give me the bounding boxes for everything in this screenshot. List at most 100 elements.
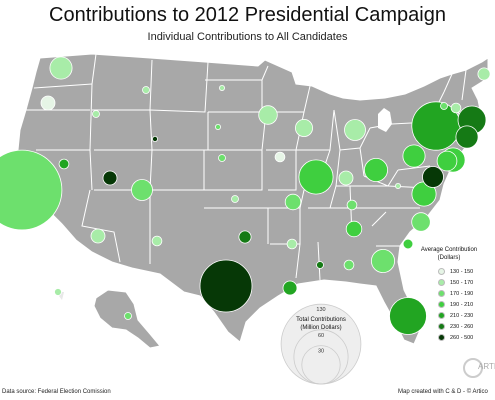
- state-border: [299, 189, 305, 209]
- state-border: [261, 65, 269, 81]
- bubble-mo: [284, 193, 302, 211]
- size-legend-label: 60: [318, 333, 324, 339]
- bubble-ga: [370, 248, 395, 273]
- legend-label: 170 - 190: [450, 290, 474, 297]
- legend-label: 230 - 260: [450, 323, 474, 330]
- bubble-md: [436, 150, 458, 172]
- color-legend: 130 - 150 150 - 170 170 - 190 190 - 210 …: [438, 266, 473, 343]
- bubble-wa: [49, 56, 73, 80]
- size-legend-title-line1: Total Contributions: [296, 317, 346, 323]
- legend-title-line2: (Dollars): [437, 255, 461, 261]
- bubble-mn: [258, 105, 278, 125]
- bubble-wy: [151, 135, 158, 142]
- legend-item: 190 - 210: [438, 299, 473, 310]
- state-border: [397, 165, 431, 171]
- state-border: [443, 73, 453, 93]
- bubble-ar: [286, 238, 298, 250]
- state-border: [333, 109, 341, 151]
- bubble-tn: [345, 220, 363, 238]
- bubble-ne: [218, 154, 226, 162]
- bubble-il: [298, 159, 334, 195]
- legend-label: 190 - 210: [450, 301, 474, 308]
- bubble-id: [92, 110, 100, 118]
- legend-item: 210 - 230: [438, 310, 473, 321]
- bubble-ut: [102, 170, 118, 186]
- legend-item: 260 - 500: [438, 332, 473, 343]
- state-border: [149, 61, 209, 113]
- size-legend-label: 130: [316, 307, 325, 313]
- bubble-nh: [450, 102, 462, 114]
- legend-item: 170 - 190: [438, 288, 473, 299]
- bubble-nm: [151, 235, 163, 247]
- state-border: [295, 243, 301, 279]
- bubble-ct: [455, 125, 479, 149]
- legend-title: Average Contribution (Dollars): [404, 246, 494, 262]
- size-legend-title-line2: (Million Dollars): [300, 325, 342, 331]
- bubble-in: [338, 170, 354, 186]
- legend-item: 150 - 170: [438, 277, 473, 288]
- map-credit: Map created with C & D - © Artico: [398, 389, 488, 395]
- bubble-mi: [344, 119, 366, 141]
- map-title: Contributions to 2012 Presidential Campa…: [49, 4, 446, 26]
- legend-item: 230 - 260: [438, 321, 473, 332]
- bubble-ca: [0, 149, 63, 231]
- bubble-tx: [199, 259, 253, 313]
- size-legend-label: 30: [318, 349, 324, 355]
- bubble-sd: [214, 124, 221, 131]
- state-border: [359, 147, 365, 177]
- bubble-vt: [440, 102, 448, 110]
- logo-text: ARTIC: [478, 362, 495, 371]
- legend-swatch: [438, 312, 445, 319]
- legend-label: 130 - 150: [450, 268, 474, 275]
- legend-swatch: [438, 334, 445, 341]
- bubble-co: [131, 179, 153, 201]
- bubble-me: [477, 67, 491, 81]
- state-border: [89, 149, 93, 191]
- legend-swatch: [438, 279, 445, 286]
- map-subtitle: Individual Contributions to All Candidat…: [147, 31, 348, 43]
- bubble-nd: [218, 85, 225, 92]
- bubble-mt: [142, 86, 150, 94]
- state-border: [91, 53, 97, 85]
- bubble-wi: [294, 119, 313, 138]
- legend-item: 130 - 150: [438, 266, 473, 277]
- bubble-fl: [389, 297, 427, 335]
- legend-label: 150 - 170: [450, 279, 474, 286]
- size-legend-title: Total Contributions (Million Dollars): [286, 316, 356, 332]
- bubble-la: [282, 280, 298, 296]
- bubble-sc: [402, 238, 414, 250]
- artico-logo-icon: [463, 358, 483, 378]
- legend-swatch: [438, 301, 445, 308]
- bubble-ks: [231, 195, 239, 203]
- bubble-pa: [402, 144, 426, 168]
- bubble-or: [40, 95, 56, 111]
- data-source: Data source: Federal Election Comission: [2, 389, 111, 395]
- state-border: [335, 149, 341, 187]
- bubble-az: [90, 228, 106, 244]
- bubble-oh: [363, 157, 388, 182]
- bubble-layer: [0, 56, 491, 335]
- legend-swatch: [438, 323, 445, 330]
- size-legend-circle: [301, 345, 341, 385]
- legend-label: 260 - 500: [450, 334, 474, 341]
- bubble-al: [343, 259, 355, 271]
- state-border: [268, 207, 301, 245]
- bubble-hi: [54, 288, 62, 296]
- state-border: [369, 123, 393, 129]
- bubble-ak: [124, 312, 132, 320]
- bubble-ky: [346, 199, 358, 211]
- state-border: [204, 150, 263, 191]
- legend-label: 210 - 230: [450, 312, 474, 319]
- legend-swatch: [438, 268, 445, 275]
- state-border: [371, 211, 387, 227]
- state-border: [461, 69, 467, 101]
- size-legend-circles: 130 60 30: [280, 303, 362, 385]
- bubble-nc: [411, 212, 431, 232]
- bubble-ok: [238, 230, 252, 244]
- bubble-dc: [422, 166, 444, 188]
- bubble-ms: [316, 261, 324, 269]
- state-border: [317, 241, 321, 281]
- bubble-nv: [58, 158, 70, 170]
- legend-swatch: [438, 290, 445, 297]
